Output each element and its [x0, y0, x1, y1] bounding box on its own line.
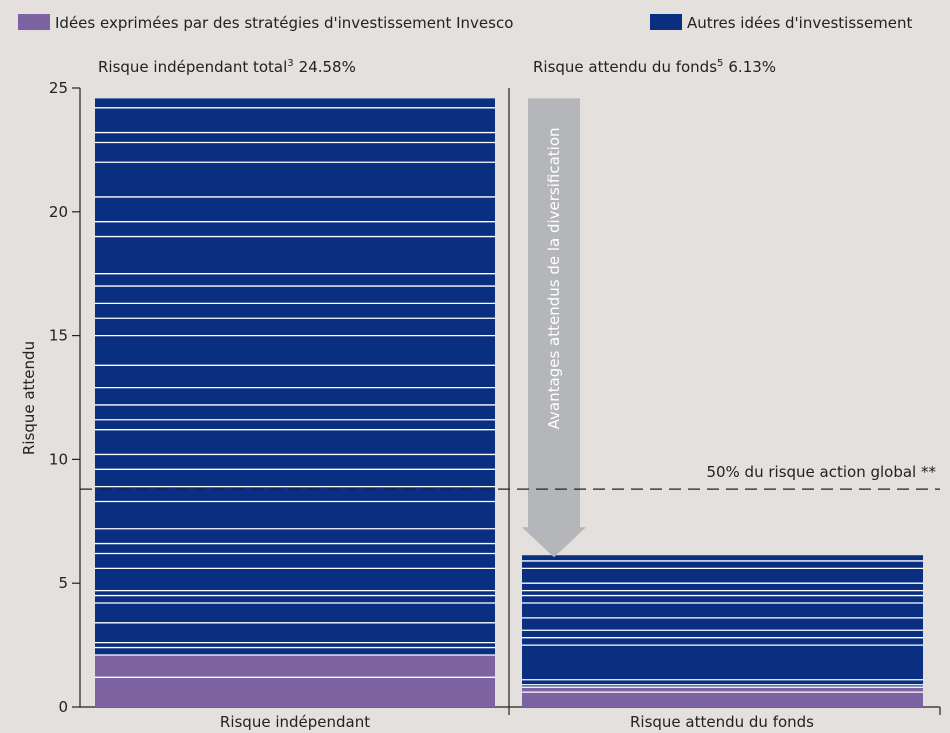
- legend-label-other: Autres idées d'investissement: [687, 14, 913, 32]
- bar-title-standalone-sup: 3: [287, 58, 293, 69]
- legend-swatch-other: [650, 14, 682, 30]
- bar-title-fund-sup: 5: [717, 58, 723, 69]
- bar-1-invesco: [522, 687, 923, 707]
- bar-0-other: [95, 98, 495, 708]
- bar-0-invesco: [95, 655, 495, 707]
- bar-title-standalone: Risque indépendant total3 24.58%: [98, 58, 356, 76]
- y-tick-label: 10: [49, 450, 68, 468]
- legend-label-invesco: Idées exprimées par des stratégies d'inv…: [55, 14, 513, 32]
- y-tick-label: 0: [58, 698, 68, 716]
- bar-title-fund-value: 6.13%: [728, 58, 776, 76]
- arrow-shape: [522, 98, 586, 558]
- bar-title-fund: Risque attendu du fonds5 6.13%: [533, 58, 776, 76]
- y-axis-label: Risque attendu: [20, 341, 38, 455]
- legend-swatch-invesco: [18, 14, 50, 30]
- bar-title-standalone-value: 24.58%: [299, 58, 356, 76]
- diversification-arrow: Avantages attendus de la diversification: [522, 98, 586, 558]
- bars: [95, 98, 923, 708]
- y-tick-label: 5: [58, 574, 68, 592]
- reference-line-label: 50% du risque action global **: [706, 463, 936, 481]
- category-label-standalone: Risque indépendant: [220, 713, 370, 731]
- bar-title-fund-prefix: Risque attendu du fonds: [533, 58, 717, 76]
- arrow-label: Avantages attendus de la diversification: [545, 127, 563, 429]
- category-label-fund: Risque attendu du fonds: [630, 713, 814, 731]
- y-tick-label: 20: [49, 203, 68, 221]
- y-ticks: 0 5 10 15 20 25: [49, 79, 80, 716]
- bar-1-other: [522, 555, 923, 707]
- bar-title-standalone-prefix: Risque indépendant total: [98, 58, 287, 76]
- y-tick-label: 15: [49, 327, 68, 345]
- y-tick-label: 25: [49, 79, 68, 97]
- legend: Idées exprimées par des stratégies d'inv…: [18, 14, 913, 32]
